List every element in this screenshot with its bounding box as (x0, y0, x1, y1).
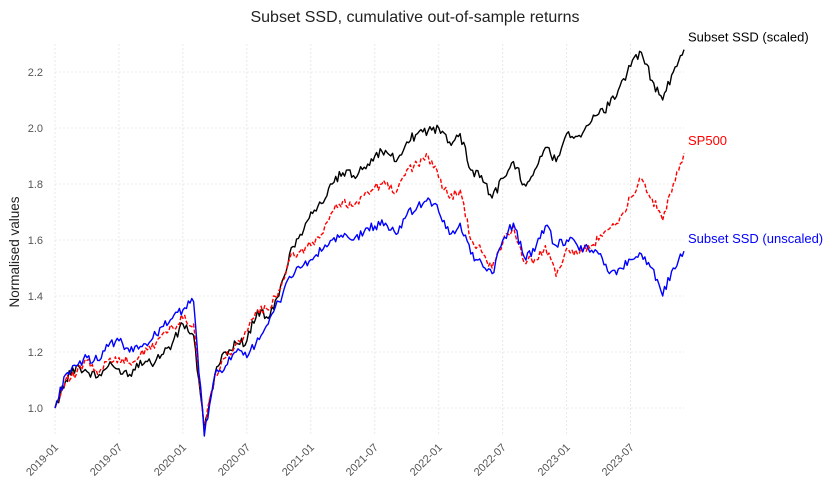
y-tick-label: 1.6 (28, 235, 43, 247)
series-line-1 (54, 153, 685, 429)
x-tick-label: 2023-01 (536, 442, 573, 479)
series-labels: Subset SSD (scaled) SP500 Subset SSD (unsc… (688, 30, 823, 247)
x-tick-label: 2020-01 (152, 442, 189, 479)
y-tick-label: 1.4 (28, 291, 43, 303)
series-line-2 (54, 197, 685, 437)
x-axis-ticks: 2019-01 2019-07 2020-01 2020-07 2021-01 2021-… (24, 442, 637, 479)
series-label-0: Subset SSD (scaled) (688, 30, 809, 45)
x-tick-label: 2019-07 (88, 442, 125, 479)
series-label-2: Subset SSD (unscaled) (688, 231, 823, 246)
y-tick-label: 2.2 (28, 67, 43, 79)
series-label-1: SP500 (688, 133, 727, 148)
y-tick-label: 1.2 (28, 347, 43, 359)
x-tick-label: 2021-07 (344, 442, 381, 479)
series-line-0 (54, 49, 685, 432)
x-tick-label: 2019-01 (24, 442, 61, 479)
y-tick-label: 1.0 (28, 403, 43, 415)
y-axis-label: Normalised values (7, 196, 22, 307)
y-tick-label: 2.0 (28, 123, 43, 135)
chart-title: Subset SSD, cumulative out-of-sample ret… (250, 9, 579, 26)
y-axis-ticks: 1.0 1.2 1.4 1.6 1.8 2.0 2.2 (28, 67, 43, 415)
x-tick-label: 2022-07 (472, 442, 509, 479)
grid (54, 44, 684, 436)
x-tick-label: 2020-07 (216, 442, 253, 479)
x-tick-label: 2023-07 (600, 442, 637, 479)
series-lines (54, 49, 685, 437)
y-tick-label: 1.8 (28, 179, 43, 191)
x-tick-label: 2022-01 (408, 442, 445, 479)
x-tick-label: 2021-01 (280, 442, 317, 479)
